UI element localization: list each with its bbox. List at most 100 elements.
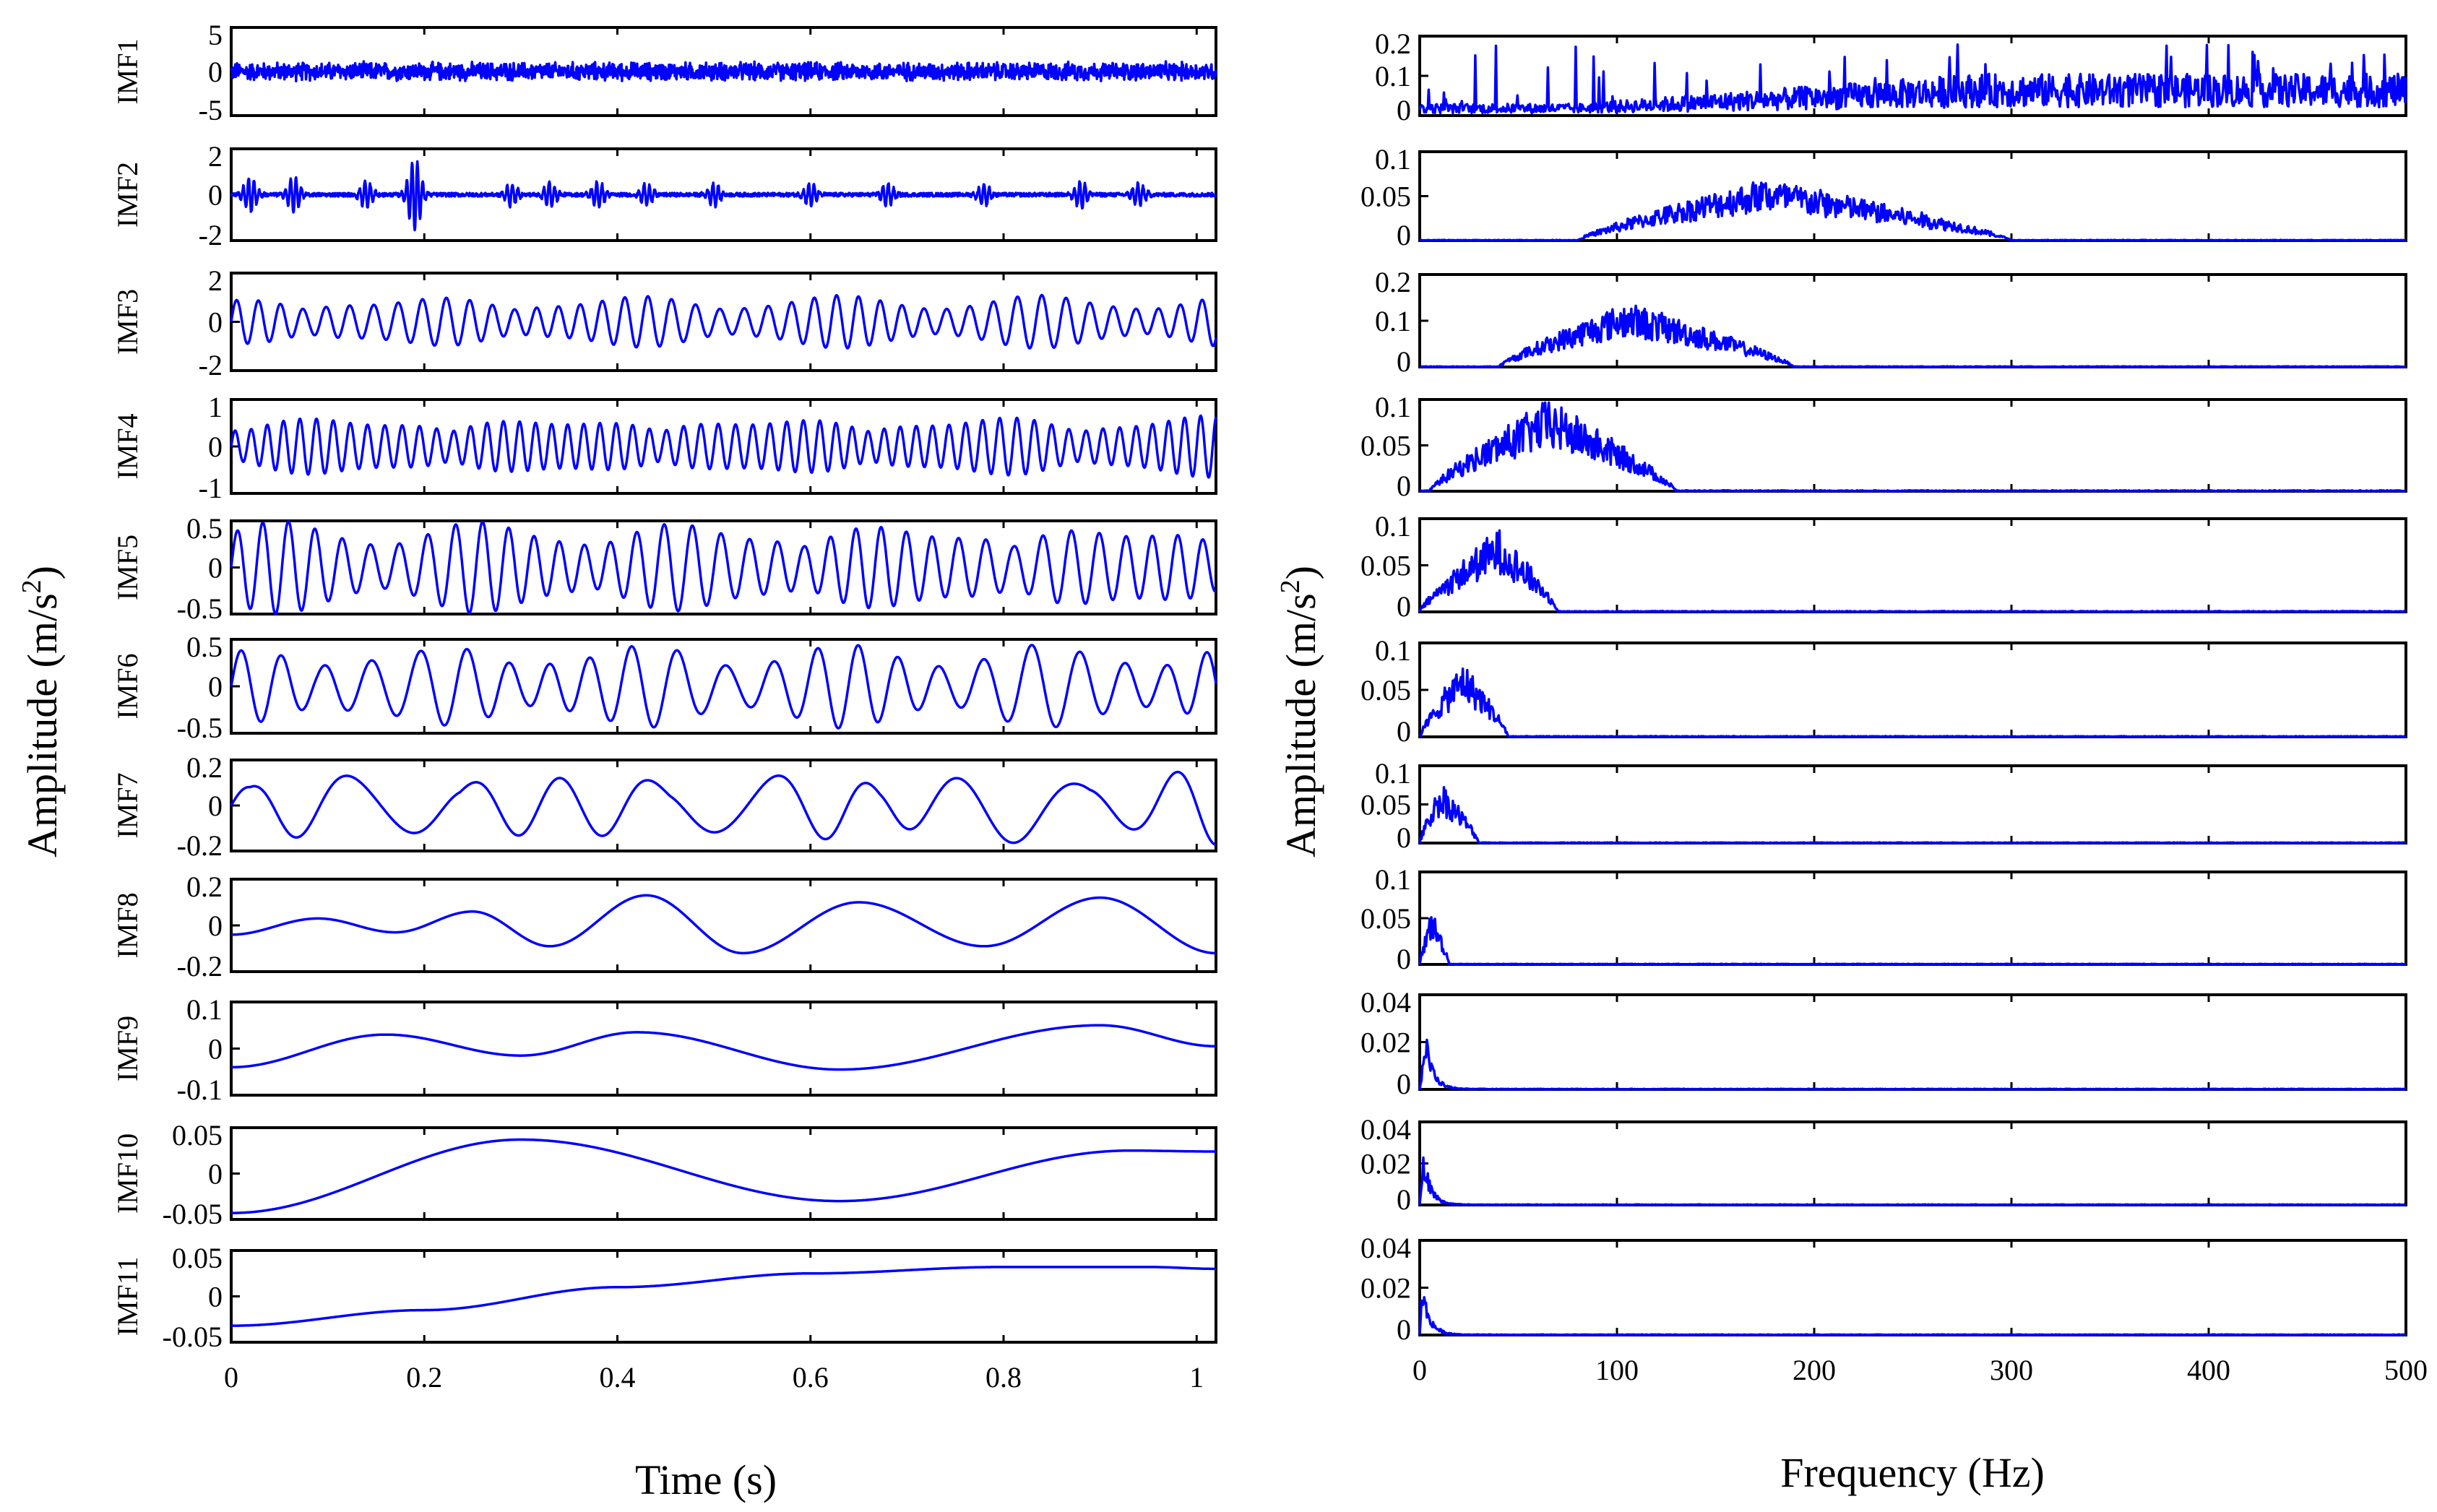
- time-axes-frame-9: [230, 1001, 1217, 1097]
- time-ytick-label: 0.05: [172, 1242, 223, 1274]
- freq-axes-frame-11: [1418, 1239, 2407, 1336]
- time-xtick-label: 1: [1189, 1361, 1204, 1394]
- freq-xtick-label: 100: [1595, 1354, 1639, 1386]
- freq-ytick-label: 0: [1397, 943, 1411, 975]
- imf-row-label: IMF11: [111, 1257, 144, 1336]
- time-ytick-label: -0.5: [177, 592, 223, 625]
- imf-row-label: IMF5: [111, 535, 144, 600]
- freq-ytick-label: 0.1: [1375, 634, 1411, 667]
- freq-ytick-label: 0.05: [1360, 789, 1411, 821]
- time-amplitude-axis-title: Amplitude (m/s2): [17, 566, 66, 857]
- time-ytick-label: -2: [199, 349, 223, 381]
- time-axes-frame-7: [230, 759, 1217, 852]
- time-ytick-label: -0.05: [163, 1198, 223, 1230]
- imf-row-label: IMF2: [111, 162, 144, 228]
- imf-spectrum-line: [1418, 668, 2407, 738]
- freq-axes-frame-6: [1418, 641, 2407, 738]
- freq-ytick-label: 0.1: [1375, 391, 1411, 423]
- freq-ytick-label: 0: [1397, 94, 1411, 126]
- imf-time-series-line: [230, 1266, 1217, 1327]
- imf-spectrum-line: [1418, 1156, 2407, 1206]
- freq-ytick-label: 0.1: [1375, 305, 1411, 337]
- time-ytick-label: 2: [208, 140, 223, 173]
- freq-ytick-label: 0.05: [1360, 181, 1411, 213]
- freq-xtick-label: 300: [1990, 1354, 2033, 1386]
- freq-ytick-label: 0.04: [1360, 1232, 1411, 1264]
- freq-ytick-label: 0: [1397, 1313, 1411, 1346]
- time-ytick-label: 0: [208, 56, 223, 88]
- freq-ytick-label: 0.1: [1375, 60, 1411, 92]
- imf-row-label: IMF3: [111, 289, 144, 355]
- imf-spectrum-line: [1419, 401, 2407, 493]
- imf-time-series-line: [230, 414, 1217, 479]
- imf-spectrum-line: [1419, 181, 2407, 242]
- time-ytick-label: -0.2: [177, 950, 223, 982]
- time-ytick-label: 2: [208, 264, 223, 297]
- freq-axes-frame-7: [1418, 764, 2407, 844]
- time-ytick-label: -0.2: [177, 829, 223, 862]
- freq-axes-frame-8: [1418, 871, 2407, 966]
- freq-axes-frame-10: [1418, 1120, 2407, 1206]
- freq-ytick-label: 0.1: [1375, 510, 1411, 543]
- time-axis-title: Time (s): [635, 1456, 777, 1503]
- time-ytick-label: 0: [208, 431, 223, 463]
- time-ytick-label: 1: [208, 391, 223, 423]
- freq-ytick-label: 0: [1397, 345, 1411, 378]
- time-xtick-label: 0: [224, 1361, 238, 1394]
- freq-ytick-label: 0.2: [1375, 27, 1411, 60]
- frequency-axis-title: Frequency (Hz): [1780, 1449, 2045, 1496]
- time-ytick-label: 0: [208, 179, 223, 212]
- freq-axes-frame-3: [1418, 273, 2407, 368]
- time-ytick-label: -2: [199, 219, 223, 251]
- time-ytick-label: -0.1: [177, 1073, 223, 1106]
- freq-xtick-label: 200: [1793, 1354, 1836, 1386]
- imf-spectrum-line: [1418, 1296, 2407, 1336]
- imf-row-label: IMF10: [111, 1133, 144, 1214]
- imf-spectrum-line: [1418, 785, 2407, 844]
- imf-row-label: IMF4: [111, 413, 144, 479]
- freq-ytick-label: 0: [1397, 1183, 1411, 1216]
- imf-spectrum-line: [1418, 1038, 2407, 1091]
- freq-ytick-label: 0.05: [1360, 550, 1411, 582]
- freq-ytick-label: 0: [1397, 590, 1411, 623]
- imf-time-series-line: [230, 60, 1217, 83]
- freq-ytick-label: 0: [1397, 219, 1411, 251]
- imf-row-label: IMF9: [111, 1016, 144, 1081]
- freq-ytick-label: 0: [1397, 821, 1411, 854]
- time-amplitude-axis-title-close: ): [19, 566, 66, 579]
- imf-spectrum-line: [1419, 304, 2407, 368]
- time-ytick-label: 0.5: [186, 631, 223, 663]
- time-ytick-label: -0.05: [163, 1321, 223, 1353]
- freq-axes-frame-2: [1418, 150, 2407, 242]
- frequency-domain-panel: 00.10.200.050.100.10.200.050.100.050.100…: [1360, 27, 2428, 1386]
- time-xtick-label: 0.6: [793, 1361, 829, 1394]
- time-ytick-label: 0: [208, 910, 223, 942]
- freq-ytick-label: 0.2: [1375, 266, 1411, 298]
- time-ytick-label: -1: [199, 472, 223, 504]
- time-axes-frame-8: [230, 878, 1217, 973]
- freq-ytick-label: 0.04: [1360, 986, 1411, 1019]
- imf-time-series-line: [230, 1024, 1217, 1071]
- imf-time-series-line: [230, 644, 1217, 730]
- freq-ytick-label: 0.04: [1360, 1113, 1411, 1146]
- time-ytick-label: 0: [208, 670, 223, 703]
- time-ytick-label: 0: [208, 1158, 223, 1191]
- time-ytick-label: -5: [199, 94, 223, 126]
- freq-ytick-label: 0.02: [1360, 1027, 1411, 1059]
- imf-time-series-line: [230, 1138, 1217, 1214]
- time-ytick-label: 0.05: [172, 1119, 223, 1152]
- frequency-amplitude-axis-title-text: Amplitude (m/s: [1277, 593, 1324, 857]
- time-ytick-label: -0.5: [177, 712, 223, 744]
- freq-ytick-label: 0: [1397, 1068, 1411, 1100]
- freq-axes-frame-9: [1418, 993, 2407, 1091]
- time-amplitude-axis-title-text: Amplitude (m/s: [19, 593, 66, 857]
- time-ytick-label: 0.2: [186, 871, 223, 903]
- freq-ytick-label: 0.05: [1360, 902, 1411, 935]
- imf-row-label: IMF1: [111, 38, 144, 104]
- freq-ytick-label: 0.02: [1360, 1148, 1411, 1180]
- time-xtick-label: 0.4: [600, 1361, 636, 1394]
- time-ytick-label: 0.2: [186, 751, 223, 784]
- imf-row-label: IMF6: [111, 653, 144, 719]
- time-ytick-label: 0.5: [186, 512, 223, 545]
